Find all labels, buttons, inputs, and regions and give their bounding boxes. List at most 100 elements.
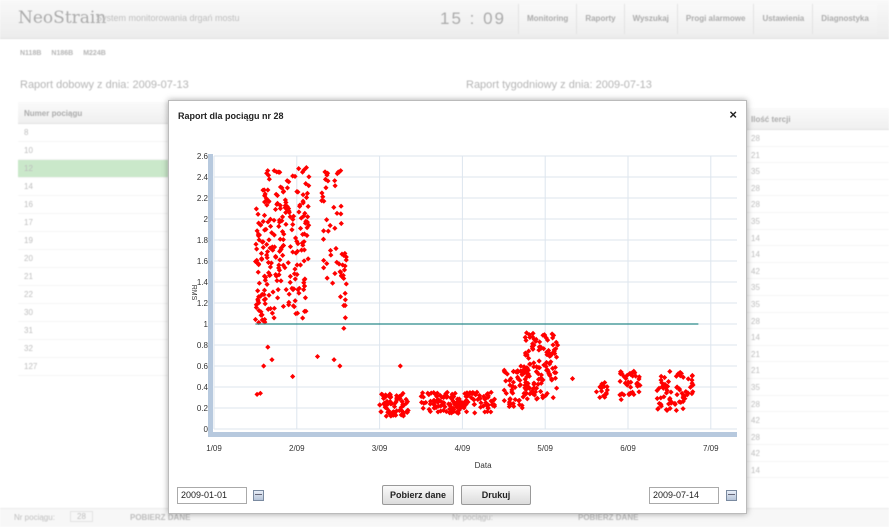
fetch-data-button-bg[interactable]: POBIERZ DANE xyxy=(130,513,191,522)
data-point xyxy=(441,394,447,401)
table-row: 35 xyxy=(745,279,889,296)
data-point xyxy=(679,390,685,396)
data-point xyxy=(569,376,576,382)
print-button[interactable]: Drukuj xyxy=(461,485,531,505)
data-point xyxy=(396,407,402,414)
nav-monitoring[interactable]: Monitoring xyxy=(518,4,577,34)
x-tick-label: 6/09 xyxy=(620,444,636,453)
table-row[interactable]: 21 xyxy=(18,268,168,286)
nav-raporty[interactable]: Raporty xyxy=(576,4,624,34)
train-number-label-2: Nr pociągu: xyxy=(452,513,493,522)
data-point xyxy=(269,357,275,363)
data-point xyxy=(276,262,282,268)
train-tab[interactable]: N186B xyxy=(51,50,74,57)
date-to-input[interactable]: 2009-07-14 xyxy=(649,487,719,504)
table-row[interactable]: 19 xyxy=(18,232,168,250)
data-point xyxy=(524,396,530,402)
data-point xyxy=(280,252,286,258)
data-point xyxy=(619,371,625,377)
data-point xyxy=(432,399,438,405)
y-tick-label: 0.4 xyxy=(197,383,209,392)
data-point xyxy=(253,206,259,212)
data-point xyxy=(525,380,531,387)
fetch-data-button[interactable]: Pobierz dane xyxy=(382,485,454,505)
data-point xyxy=(435,409,441,415)
data-point xyxy=(427,408,433,415)
data-point xyxy=(667,397,673,403)
nav-diagnostyka[interactable]: Diagnostyka xyxy=(812,4,877,34)
data-point xyxy=(507,396,513,402)
top-bar: NeoStrain System monitorowania drgań mos… xyxy=(0,0,889,39)
data-point xyxy=(666,401,672,407)
y-tick-label: 1.2 xyxy=(197,299,209,308)
data-point xyxy=(283,287,289,293)
data-point xyxy=(301,258,307,264)
data-point xyxy=(264,241,270,248)
table-row[interactable]: 16 xyxy=(18,196,168,214)
data-point xyxy=(332,270,338,277)
table-row: 28 xyxy=(745,313,889,330)
table-row[interactable]: 20 xyxy=(18,250,168,268)
y-tick-label: 1.8 xyxy=(197,236,209,245)
table-row[interactable]: 127 xyxy=(18,358,168,376)
calendar-icon[interactable] xyxy=(726,490,737,501)
nav-ustawienia[interactable]: Ustawienia xyxy=(753,4,813,34)
data-point xyxy=(279,218,285,224)
data-point xyxy=(689,373,695,379)
data-point xyxy=(635,382,641,388)
data-point xyxy=(278,278,284,284)
table-row: 14 xyxy=(745,246,889,263)
table-row[interactable]: 12 xyxy=(18,160,168,178)
table-row[interactable]: 22 xyxy=(18,286,168,304)
close-icon[interactable]: × xyxy=(729,107,737,122)
data-point xyxy=(523,369,529,376)
table-row[interactable]: 8 xyxy=(18,124,168,142)
nav-wyszukaj[interactable]: Wyszukaj xyxy=(623,4,677,34)
data-point xyxy=(292,235,299,241)
y-axis xyxy=(208,154,213,437)
data-point xyxy=(533,385,540,391)
table-row[interactable]: 30 xyxy=(18,304,168,322)
train-tab[interactable]: M224B xyxy=(83,50,106,57)
x-axis-label: Data xyxy=(475,461,492,470)
data-point xyxy=(673,373,679,379)
data-point xyxy=(689,377,695,383)
table-row[interactable]: 14 xyxy=(18,178,168,196)
data-point xyxy=(304,190,311,196)
date-from-input[interactable]: 2009-01-01 xyxy=(177,487,247,504)
train-number-input[interactable]: 28 xyxy=(70,511,93,522)
table-row[interactable]: 32 xyxy=(18,340,168,358)
data-point xyxy=(623,375,629,382)
fetch-data-button-bg-2[interactable]: POBIERZ DANE xyxy=(578,513,639,522)
data-point xyxy=(675,371,681,377)
data-point xyxy=(438,403,444,409)
data-point xyxy=(391,412,397,418)
data-point xyxy=(678,370,684,377)
data-point xyxy=(320,194,326,200)
y-tick-label: 2.2 xyxy=(197,194,209,203)
data-point xyxy=(663,390,670,396)
data-point xyxy=(400,390,406,397)
data-point xyxy=(514,374,521,380)
data-point xyxy=(503,369,509,376)
calendar-icon[interactable] xyxy=(253,490,264,501)
table-row[interactable]: 10 xyxy=(18,142,168,160)
table-row[interactable]: 17 xyxy=(18,214,168,232)
data-point xyxy=(515,369,521,375)
data-point xyxy=(523,379,529,385)
data-point xyxy=(543,335,549,341)
data-point xyxy=(284,185,291,191)
nav-progi-alarmowe[interactable]: Progi alarmowe xyxy=(676,4,754,34)
data-point xyxy=(305,214,311,220)
data-point xyxy=(291,271,298,277)
train-tab[interactable]: N118B xyxy=(20,50,42,57)
data-point xyxy=(419,390,426,396)
data-point xyxy=(541,332,548,338)
data-point xyxy=(543,359,550,366)
data-point xyxy=(685,390,691,396)
data-point xyxy=(277,202,283,209)
table-row[interactable]: 31 xyxy=(18,322,168,340)
data-point xyxy=(450,398,456,404)
data-point xyxy=(266,292,272,298)
